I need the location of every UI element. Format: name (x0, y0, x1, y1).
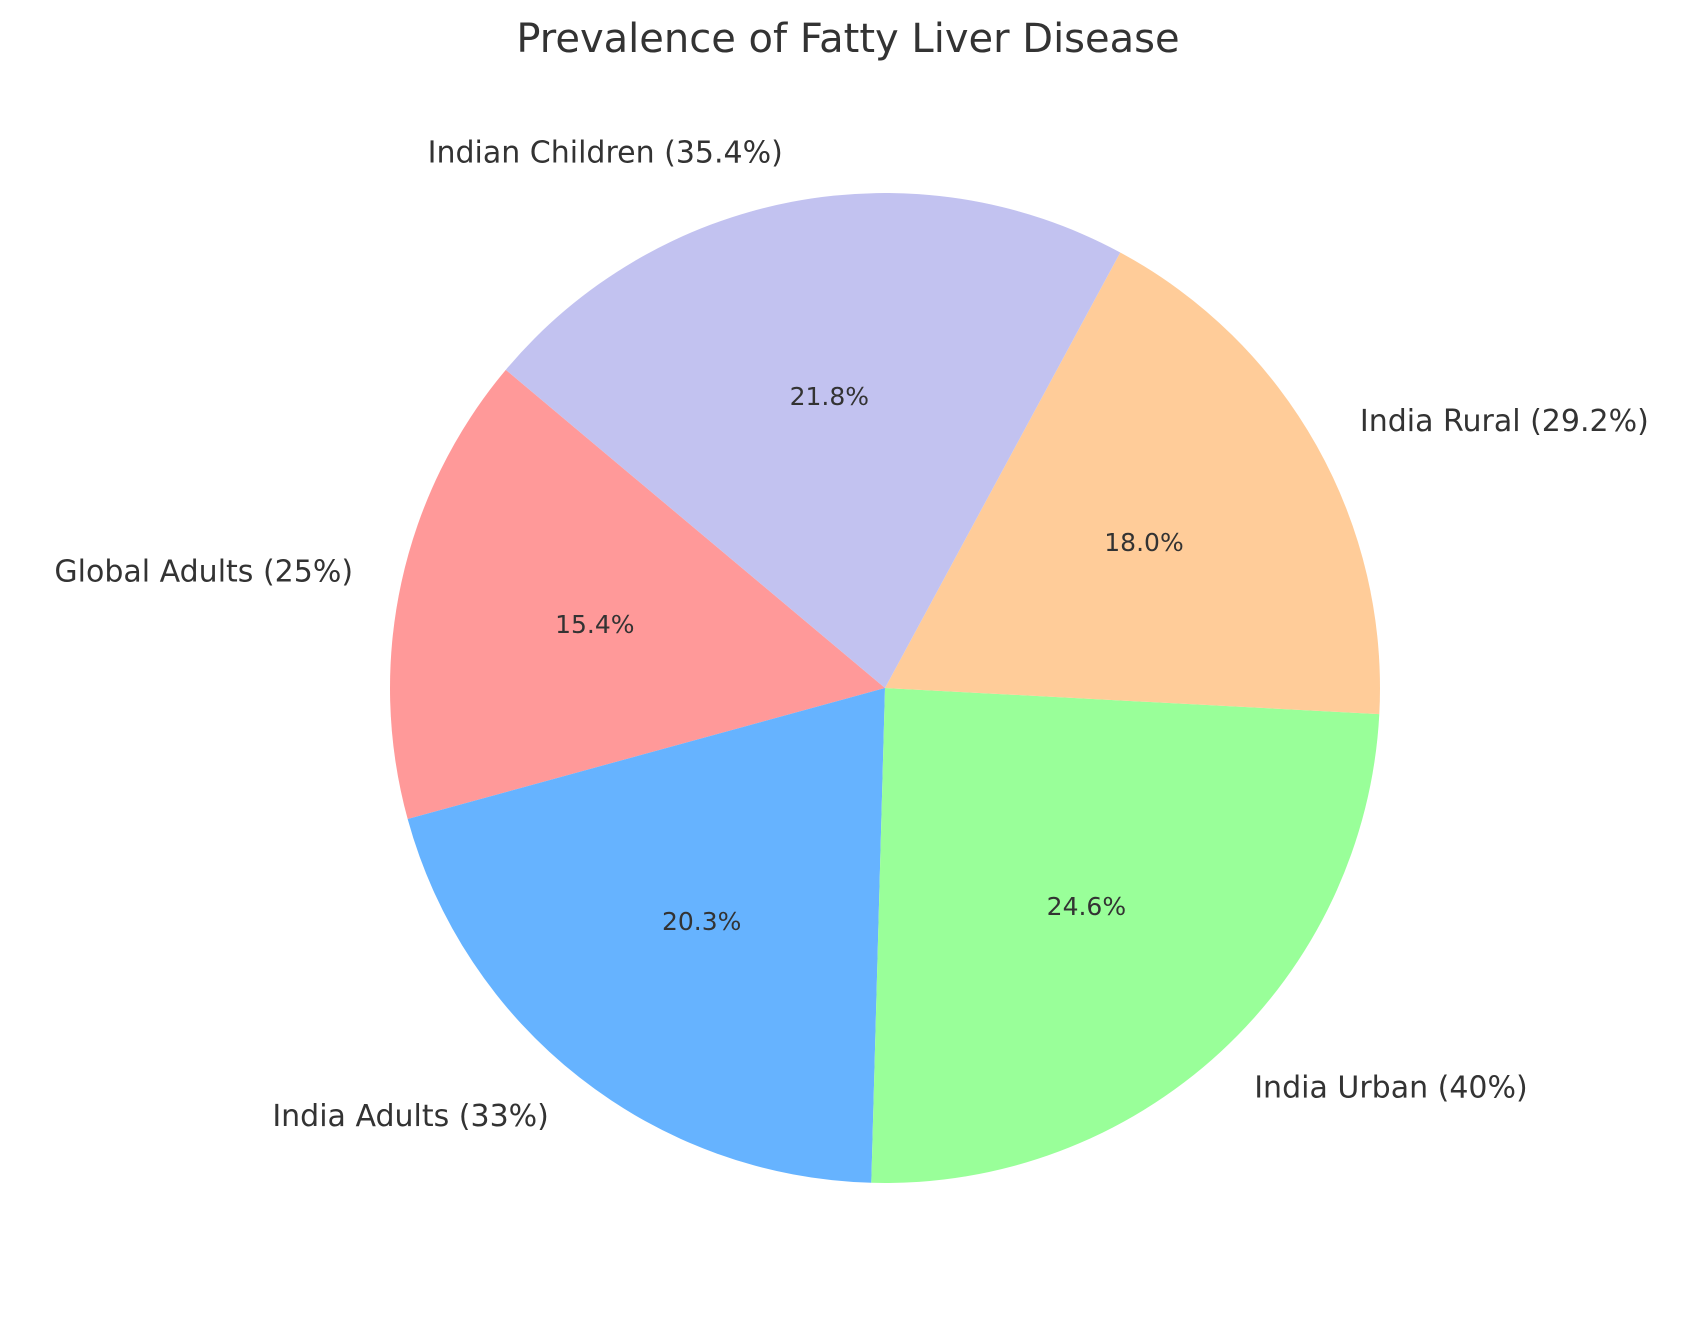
slice-label: Indian Children (35.4%) (428, 136, 783, 171)
slice-percent-label: 24.6% (1047, 892, 1126, 921)
pie-slice-india-urban (871, 688, 1380, 1183)
slice-label: India Rural (29.2%) (1360, 404, 1649, 439)
slice-label: India Adults (33%) (272, 1099, 549, 1134)
pie-slices (390, 192, 1381, 1183)
chart-title: Prevalence of Fatty Liver Disease (516, 16, 1179, 62)
pie-slice-india-adults (407, 688, 885, 1183)
pie-labels: Global Adults (25%) 15.4% India Adults (33… (54, 136, 1648, 1134)
slice-percent-label: 21.8% (790, 382, 869, 411)
slice-percent-label: 15.4% (555, 610, 634, 639)
slice-label: India Urban (40%) (1254, 1071, 1528, 1106)
pie-slice-global-adults (390, 369, 885, 820)
slice-percent-label: 18.0% (1104, 528, 1183, 557)
slice-percent-label: 20.3% (662, 907, 741, 936)
pie-slice-indian-children (505, 192, 1121, 688)
slice-label: Global Adults (25%) (54, 554, 353, 589)
pie-slice-india-rural (885, 252, 1381, 715)
